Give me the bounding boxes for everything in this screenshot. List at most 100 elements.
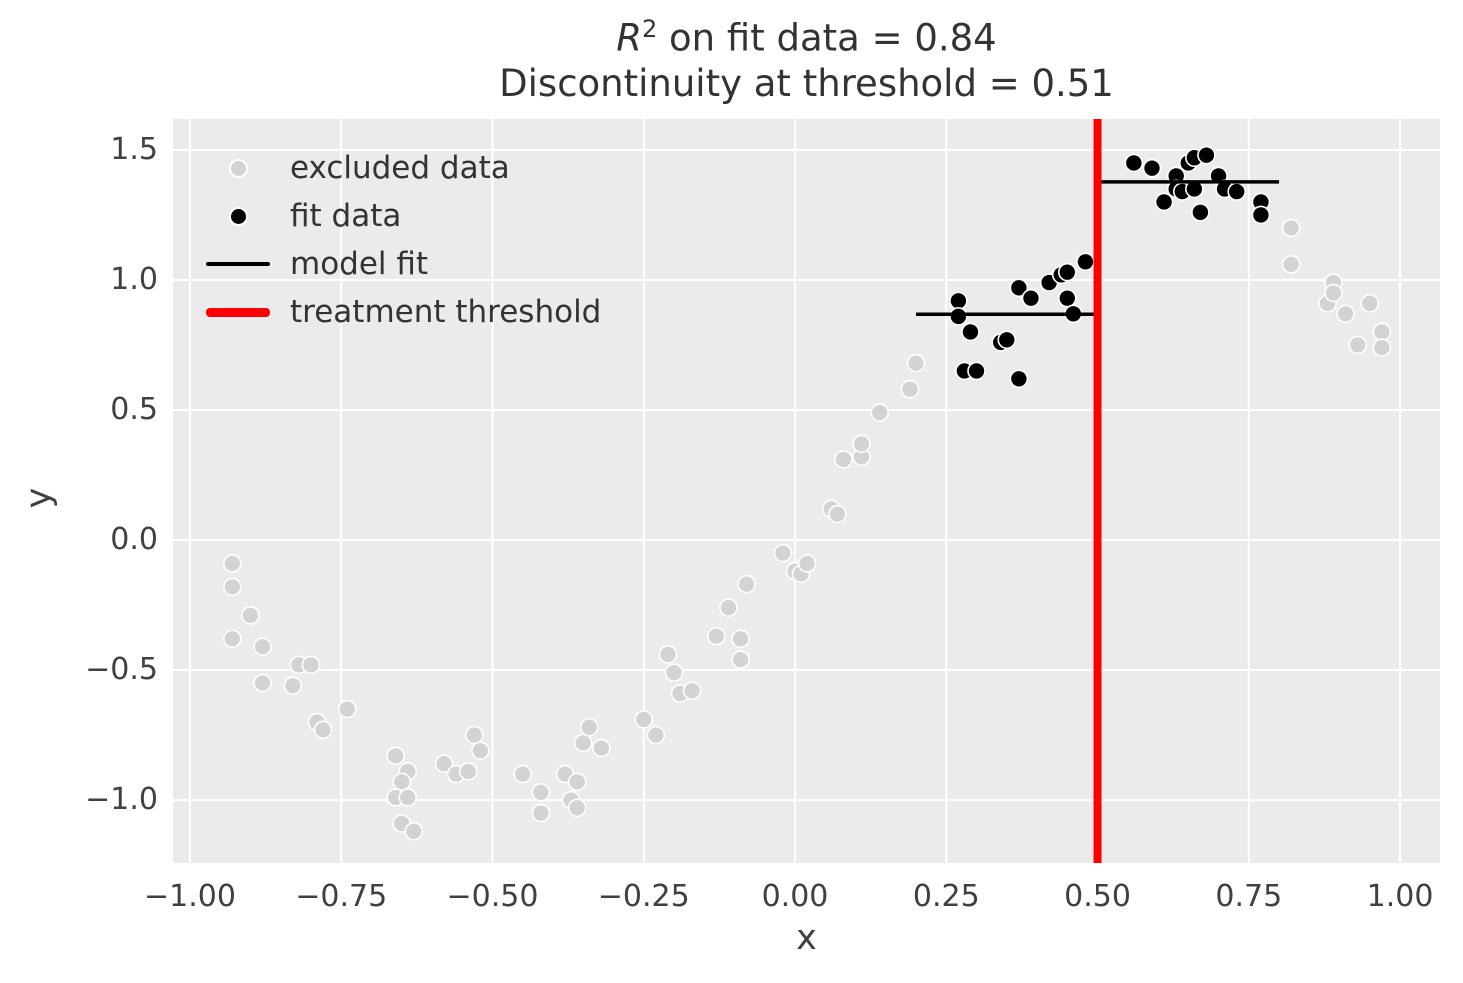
x-tick-label: 0.75 xyxy=(1215,879,1283,914)
excluded-data-point xyxy=(386,746,405,766)
treatment-threshold-marker-icon xyxy=(206,307,270,317)
y-axis-label: y xyxy=(19,487,59,509)
x-axis-label: x xyxy=(796,918,817,958)
fit-data-point xyxy=(961,322,980,342)
excluded-data-point xyxy=(253,637,272,656)
legend-label-treatment-threshold: treatment threshold xyxy=(290,294,602,330)
legend-label-excluded-data: excluded data xyxy=(290,150,510,186)
legend-item-excluded-data: excluded data xyxy=(200,144,601,192)
excluded-data-point xyxy=(900,379,920,399)
r-symbol: R xyxy=(616,16,642,60)
excluded-data-point xyxy=(531,803,551,823)
excluded-data-point xyxy=(283,676,303,695)
excluded-data-point xyxy=(573,733,593,753)
x-tick-label: −0.50 xyxy=(446,879,539,914)
excluded-data-point xyxy=(707,626,726,646)
excluded-data-point xyxy=(567,772,587,792)
excluded-data-point xyxy=(682,681,702,701)
x-tick-label: −1.00 xyxy=(143,879,236,914)
fit-data-point xyxy=(967,361,986,381)
y-tick-label: −1.0 xyxy=(85,782,158,818)
fit-data-point xyxy=(1154,192,1174,212)
excluded-data-point xyxy=(828,504,847,524)
r-exponent: 2 xyxy=(642,15,658,43)
fit-data-point xyxy=(1197,145,1216,165)
excluded-data-point xyxy=(634,710,654,729)
legend-label-fit-data: fit data xyxy=(290,198,402,234)
y-tick-label: −0.5 xyxy=(85,652,158,688)
excluded-data-point xyxy=(241,606,260,625)
excluded-data-point xyxy=(906,353,926,373)
x-tick-label: 0.25 xyxy=(912,879,980,914)
legend-item-fit-data: fit data xyxy=(200,192,601,240)
fit-data-point xyxy=(949,307,968,326)
fit-data-point xyxy=(949,291,968,311)
excluded-data-point xyxy=(731,650,750,669)
excluded-data-point xyxy=(834,450,853,469)
x-tick-label: 1.00 xyxy=(1366,879,1434,914)
excluded-data-point xyxy=(852,434,871,454)
fit-data-point xyxy=(1227,182,1246,201)
excluded-data-point xyxy=(646,725,666,745)
excluded-data-point xyxy=(392,772,412,792)
excluded-data-point xyxy=(1281,255,1301,274)
excluded-data-point xyxy=(404,821,424,841)
plot-area xyxy=(173,119,1440,863)
excluded-data-point xyxy=(567,798,587,818)
excluded-data-point xyxy=(222,629,242,649)
excluded-data-point xyxy=(579,717,599,737)
excluded-data-point xyxy=(222,554,242,573)
x-tick-label: −0.75 xyxy=(295,879,388,914)
excluded-data-point xyxy=(531,782,551,802)
x-tick-label: −0.25 xyxy=(597,879,690,914)
fit-data-point xyxy=(1021,288,1041,308)
excluded-data-point xyxy=(773,543,793,563)
excluded-data-point xyxy=(313,720,333,740)
excluded-data-point xyxy=(337,699,357,719)
fit-data-point xyxy=(1057,288,1077,308)
excluded-data-point xyxy=(513,764,533,784)
fit-data-marker-icon xyxy=(228,206,248,226)
excluded-data-point xyxy=(870,403,890,422)
fit-data-point xyxy=(1009,369,1029,389)
excluded-data-point xyxy=(253,673,272,693)
y-tick-label: 1.0 xyxy=(110,261,158,297)
x-tick-label: 0.00 xyxy=(761,879,829,914)
chart-title-line2: Discontinuity at threshold = 0.51 xyxy=(499,62,1114,106)
fit-data-point xyxy=(997,330,1017,350)
y-tick-label: 0.0 xyxy=(110,522,158,558)
fit-data-point xyxy=(1191,203,1210,222)
excluded-data-point xyxy=(434,754,454,773)
model-fit-marker-icon xyxy=(206,262,270,266)
legend: excluded data fit data model fit treatme… xyxy=(200,144,601,336)
excluded-data-point xyxy=(301,655,321,675)
chart-title: R2 on fit data = 0.84 Discontinuity at t… xyxy=(173,6,1440,107)
x-tick-label: 0.50 xyxy=(1064,879,1131,914)
chart-title-line1: R2 on fit data = 0.84 xyxy=(173,6,1440,61)
excluded-data-point xyxy=(797,554,817,573)
excluded-data-point xyxy=(471,741,490,760)
excluded-data-point xyxy=(1336,304,1355,324)
fit-data-point xyxy=(1251,205,1271,225)
excluded-data-point xyxy=(222,577,242,597)
excluded-data-point xyxy=(719,598,738,617)
legend-item-treatment-threshold: treatment threshold xyxy=(200,288,601,336)
y-tick-label: 1.5 xyxy=(110,131,158,167)
fit-data-point xyxy=(1076,252,1095,272)
excluded-data-point xyxy=(658,645,678,664)
excluded-data-marker-icon xyxy=(228,158,248,178)
excluded-data-point xyxy=(458,762,478,781)
excluded-data-point xyxy=(398,788,418,807)
title-line1-text: on fit data = 0.84 xyxy=(657,16,997,60)
excluded-data-point xyxy=(664,663,684,682)
fit-data-point xyxy=(1057,262,1077,282)
excluded-data-point xyxy=(1348,335,1368,355)
excluded-data-point xyxy=(1372,338,1392,357)
excluded-data-point xyxy=(737,574,756,594)
excluded-data-point xyxy=(1360,294,1380,313)
excluded-data-point xyxy=(1372,322,1392,342)
fit-data-point xyxy=(1009,278,1029,298)
excluded-data-point xyxy=(731,629,750,649)
fit-data-point xyxy=(1142,158,1162,178)
